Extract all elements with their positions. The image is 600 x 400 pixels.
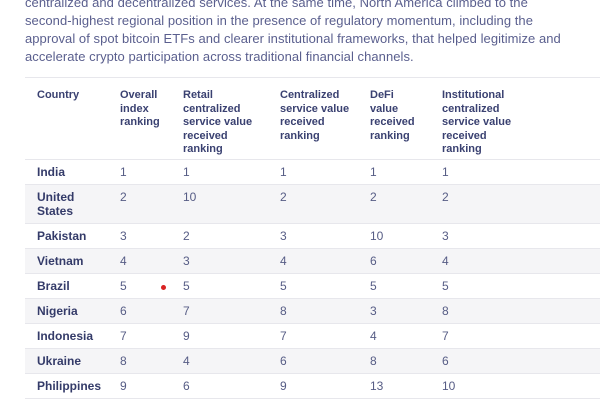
column-header: DeFi value received ranking [358, 77, 430, 160]
ranking-value-cell: 6 [430, 348, 600, 374]
column-header: Overall index ranking [108, 77, 171, 160]
ranking-value-cell: 5 [171, 273, 268, 299]
ranking-value-cell: 9 [268, 373, 358, 399]
table-row: Nigeria 6 7 8 3 8 [25, 298, 600, 324]
report-paragraph: centralized and decentralized services. … [25, 0, 561, 64]
ranking-value-cell: 6 [108, 298, 171, 324]
country-cell: Nigeria [25, 298, 108, 324]
ranking-value-cell: 6 [358, 248, 430, 274]
country-cell: Brazil [25, 273, 108, 299]
column-header: Institutional centralized service value … [430, 77, 600, 160]
table-body: India 1 1 1 1 1 United States 2 10 2 2 2 Pakistan 3 2 3… [25, 159, 600, 399]
table-row: United States 2 10 2 2 2 [25, 184, 600, 224]
table-row: Pakistan 3 2 3 10 3 [25, 223, 600, 249]
ranking-value-cell: 4 [268, 248, 358, 274]
click-marker-dot [161, 285, 166, 290]
column-header: Retail centralized service value receive… [171, 77, 268, 160]
ranking-value-cell: 1 [108, 159, 171, 185]
country-cell: Indonesia [25, 323, 108, 349]
ranking-value-cell: 1 [430, 159, 600, 185]
ranking-value-cell: 13 [358, 373, 430, 399]
ranking-value-cell: 8 [358, 348, 430, 374]
ranking-value-cell: 2 [430, 184, 600, 224]
ranking-value-cell: 8 [430, 298, 600, 324]
ranking-value-cell: 3 [430, 223, 600, 249]
ranking-value-cell: 3 [358, 298, 430, 324]
ranking-value-cell: 7 [268, 323, 358, 349]
ranking-value-cell: 9 [108, 373, 171, 399]
ranking-value-cell: 5 [268, 273, 358, 299]
ranking-value-cell: 5 [358, 273, 430, 299]
ranking-value-cell: 9 [171, 323, 268, 349]
ranking-value-cell: 4 [358, 323, 430, 349]
country-cell: India [25, 159, 108, 185]
table-header-row: Country Overall index ranking Retail centr… [25, 77, 600, 160]
ranking-value-cell: 7 [171, 298, 268, 324]
ranking-value-cell: 6 [268, 348, 358, 374]
table-row: Vietnam 4 3 4 6 4 [25, 248, 600, 274]
ranking-value-cell: 10 [358, 223, 430, 249]
ranking-value-cell: 6 [171, 373, 268, 399]
country-cell: Ukraine [25, 348, 108, 374]
country-cell: United States [25, 184, 108, 224]
ranking-value-cell: 2 [171, 223, 268, 249]
crypto-adoption-ranking-table: Country Overall index ranking Retail centr… [25, 77, 600, 399]
ranking-value-cell: 1 [171, 159, 268, 185]
ranking-value-cell: 3 [171, 248, 268, 274]
table-row: Indonesia 7 9 7 4 7 [25, 323, 600, 349]
ranking-value-cell: 7 [430, 323, 600, 349]
ranking-value-cell: 1 [268, 159, 358, 185]
ranking-value-cell: 10 [171, 184, 268, 224]
ranking-value-cell: 5 [430, 273, 600, 299]
ranking-value-cell: 4 [108, 248, 171, 274]
ranking-value-cell: 2 [358, 184, 430, 224]
ranking-value-cell: 1 [358, 159, 430, 185]
ranking-value-cell: 4 [171, 348, 268, 374]
ranking-value-cell: 2 [268, 184, 358, 224]
ranking-value-cell: 3 [108, 223, 171, 249]
ranking-value-cell: 4 [430, 248, 600, 274]
column-header: Country [25, 77, 108, 160]
country-cell: Philippines [25, 373, 108, 399]
country-cell: Pakistan [25, 223, 108, 249]
table-row: India 1 1 1 1 1 [25, 159, 600, 185]
table-row: Brazil 5 5 5 5 5 [25, 273, 600, 299]
ranking-value-cell: 3 [268, 223, 358, 249]
ranking-value-cell: 10 [430, 373, 600, 399]
ranking-value-cell: 7 [108, 323, 171, 349]
table-row: Philippines 9 6 9 13 10 [25, 373, 600, 399]
table-row: Ukraine 8 4 6 8 6 [25, 348, 600, 374]
country-cell: Vietnam [25, 248, 108, 274]
ranking-value-cell: 5 [108, 273, 171, 299]
ranking-value-cell: 8 [268, 298, 358, 324]
column-header: Centralized service value received ranki… [268, 77, 358, 160]
ranking-value-cell: 8 [108, 348, 171, 374]
ranking-value-cell: 2 [108, 184, 171, 224]
